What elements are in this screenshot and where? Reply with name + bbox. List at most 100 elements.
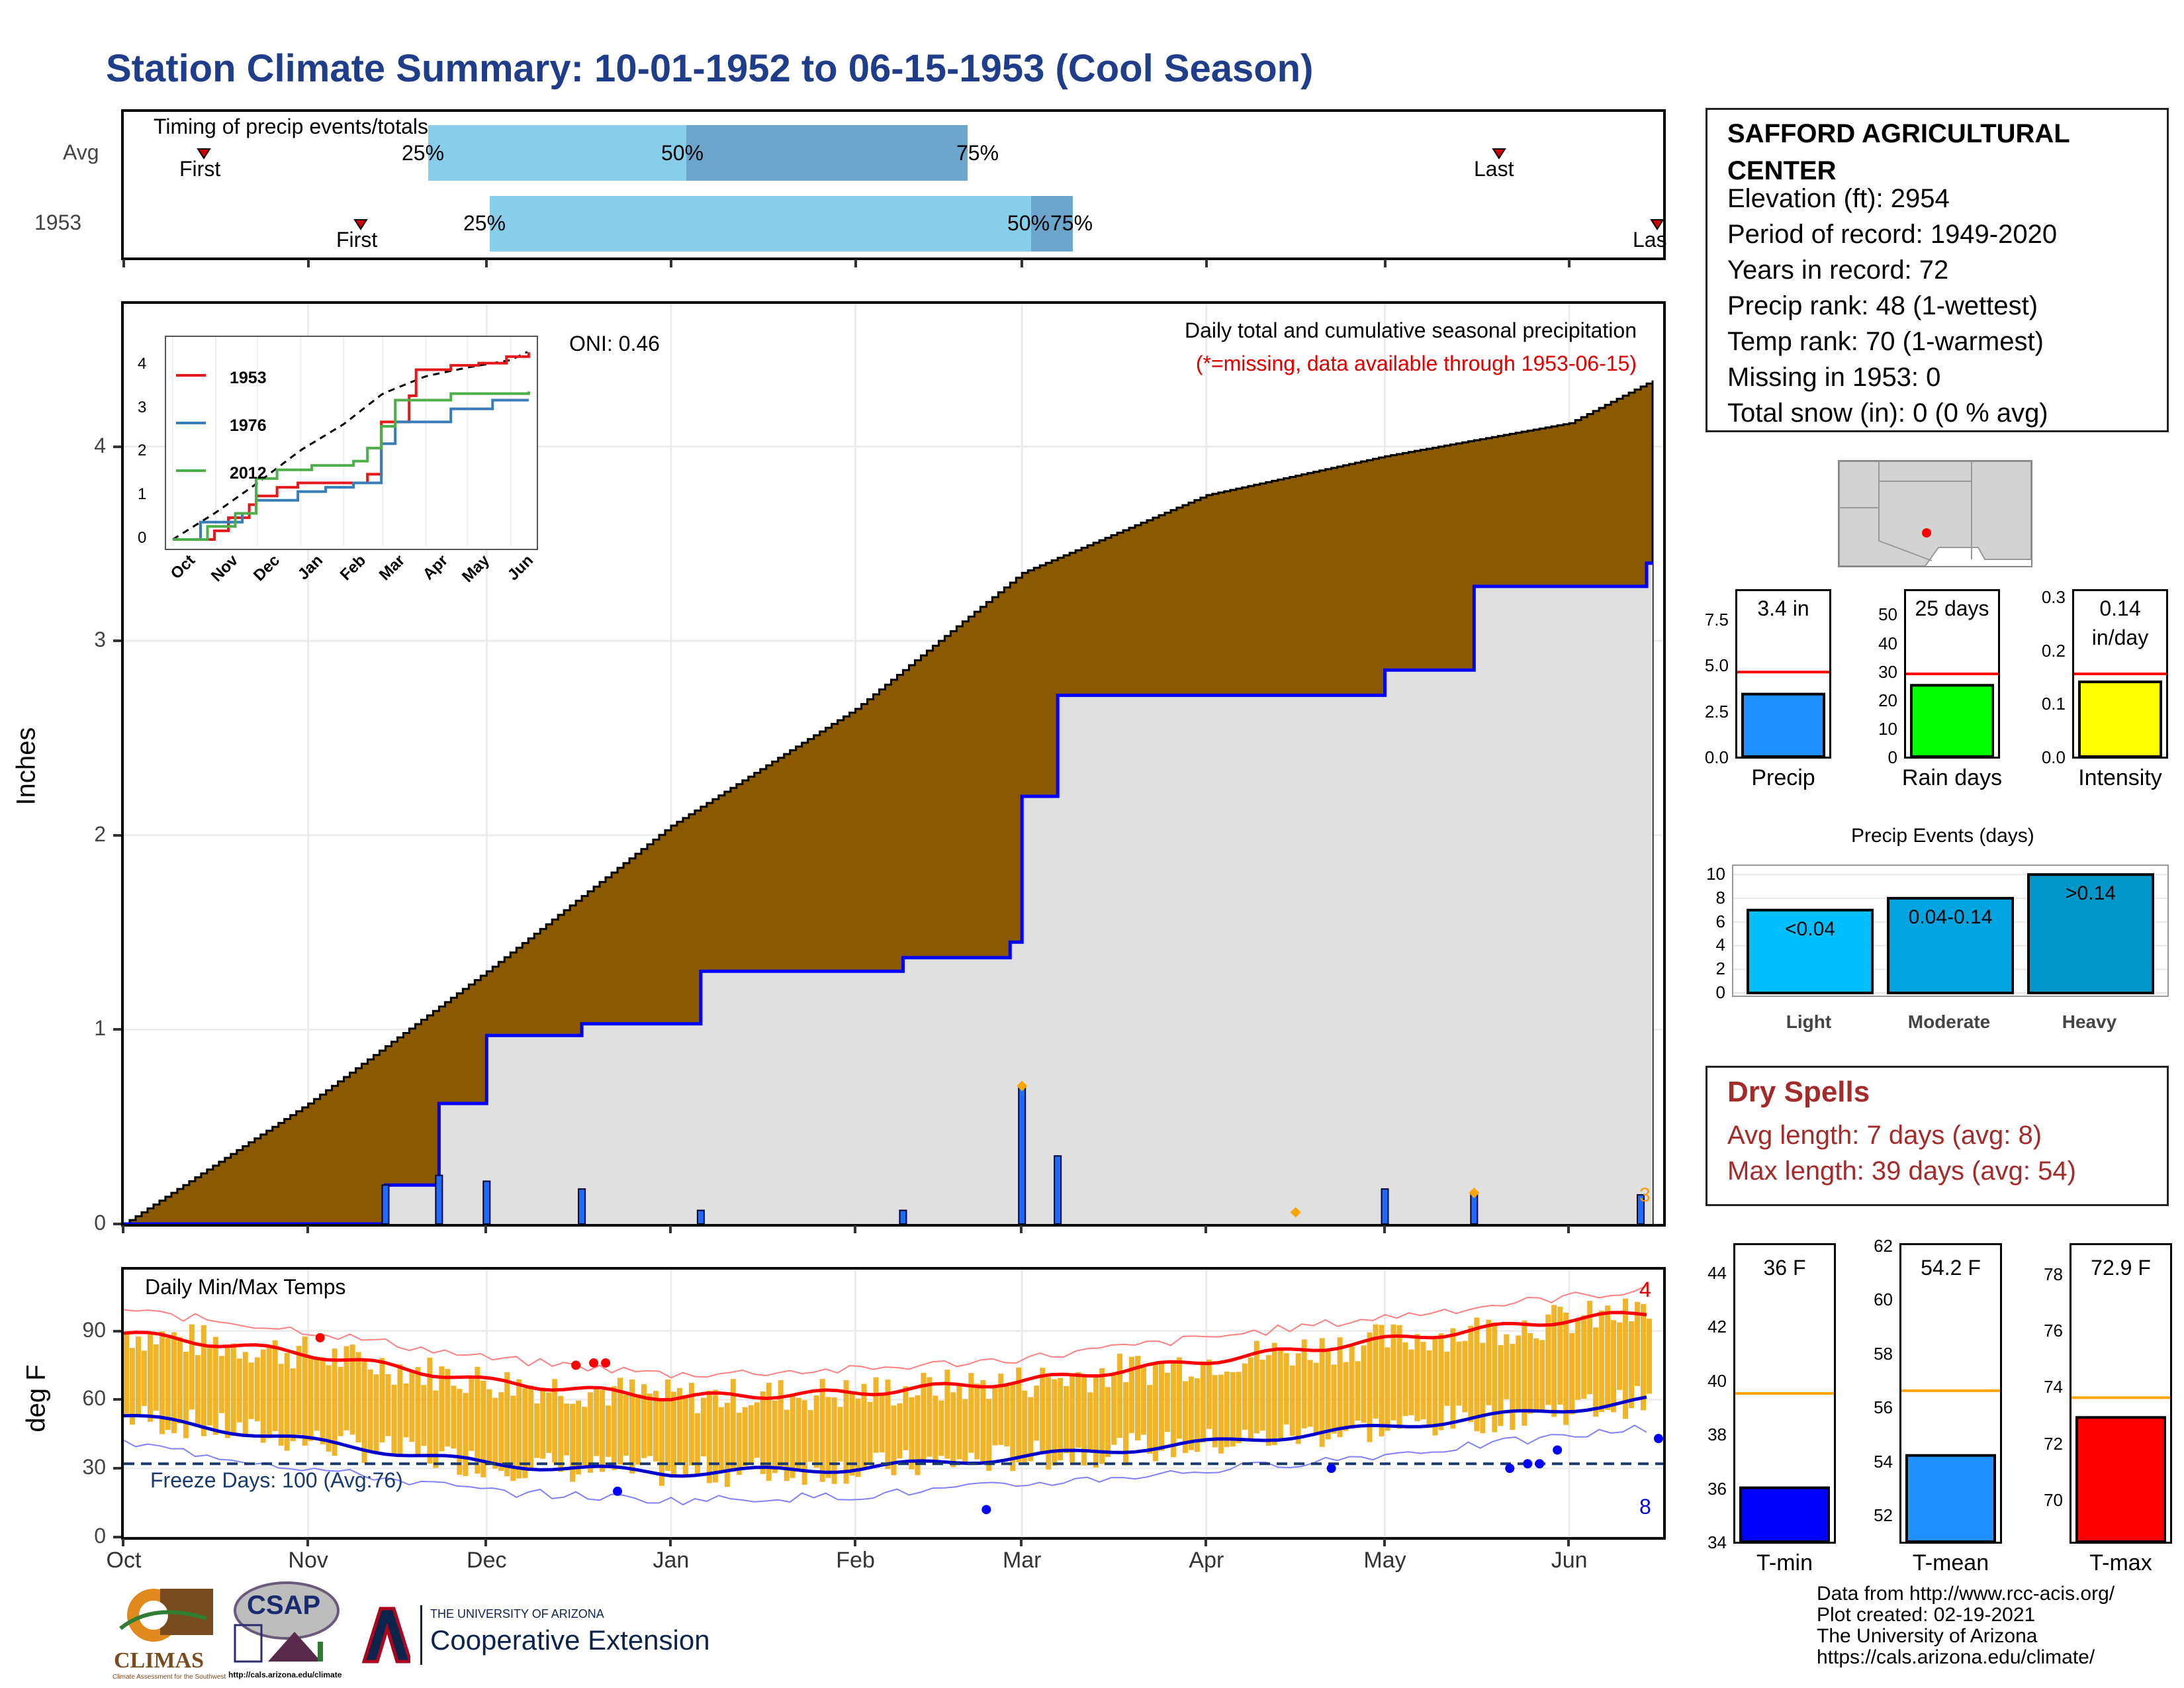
record-low-marker bbox=[1523, 1459, 1533, 1469]
timing-row-label-avg: Avg bbox=[63, 140, 99, 164]
timing-avg-p50: 50% bbox=[661, 141, 704, 165]
daily-temp-bar bbox=[1641, 1303, 1647, 1411]
mini-precip-svg bbox=[2074, 673, 2166, 757]
daily-temp-bar bbox=[921, 1372, 927, 1460]
daily-temp-bar bbox=[629, 1380, 635, 1474]
mini-temp-tick-label: 36 bbox=[1707, 1478, 1727, 1499]
temp-title: Daily Min/Max Temps bbox=[145, 1275, 346, 1299]
events-tick-label: 10 bbox=[1706, 864, 1725, 884]
timing-x-tick bbox=[1205, 259, 1208, 267]
dry-spells-max: Max length: 39 days (avg: 54) bbox=[1727, 1156, 2076, 1186]
main-x-tick bbox=[853, 1225, 856, 1233]
mini-precip-tick-label: 0.3 bbox=[2041, 587, 2066, 608]
daily-temp-bar bbox=[528, 1385, 534, 1469]
daily-temp-bar bbox=[397, 1364, 403, 1454]
daily-temp-bar bbox=[475, 1366, 480, 1474]
daily-temp-bar bbox=[463, 1393, 469, 1476]
temp-x-label: May bbox=[1363, 1548, 1406, 1573]
daily-temp-bar bbox=[1307, 1360, 1313, 1427]
daily-precip-bar bbox=[1054, 1155, 1062, 1224]
temp-x-tick bbox=[1204, 1538, 1207, 1546]
station-missing: Missing in 1953: 0 bbox=[1727, 363, 1941, 392]
main-x-tick bbox=[122, 1225, 124, 1233]
timing-1953-first: First bbox=[336, 228, 378, 252]
footer-url: https://cals.arizona.edu/climate/ bbox=[1817, 1646, 2095, 1668]
daily-temp-bar bbox=[498, 1392, 504, 1472]
daily-temp-bar bbox=[1069, 1373, 1075, 1463]
events-panel: <0.04 0.04-0.14 >0.14 bbox=[1732, 865, 2169, 997]
record-low-marker bbox=[1653, 1434, 1663, 1444]
daily-temp-bar bbox=[927, 1377, 933, 1457]
inset-legend-1953: 1953 bbox=[230, 369, 267, 387]
mini-precip-tick-label: 30 bbox=[1878, 661, 1897, 682]
daily-temp-bar bbox=[1218, 1374, 1224, 1454]
inset-avg-line bbox=[172, 351, 528, 541]
daily-temp-bar bbox=[1444, 1351, 1450, 1406]
daily-temp-bar bbox=[1010, 1384, 1016, 1472]
temp-x-label: Jan bbox=[653, 1548, 690, 1573]
daily-precip-bar bbox=[381, 1184, 390, 1224]
precip-end-annotation: 3 bbox=[1639, 1184, 1651, 1206]
daily-temp-bar bbox=[992, 1387, 998, 1446]
daily-temp-bar bbox=[600, 1389, 606, 1472]
inset-chart bbox=[172, 337, 530, 546]
daily-temp-bar bbox=[1408, 1349, 1414, 1415]
daily-temp-bar bbox=[1504, 1334, 1510, 1399]
events-bar-label: <0.04 bbox=[1785, 917, 1835, 940]
main-x-tick bbox=[1383, 1225, 1386, 1233]
daily-temp-bar bbox=[688, 1383, 694, 1466]
daily-temp-bar bbox=[760, 1391, 766, 1474]
temp-x-label: Dec bbox=[467, 1548, 507, 1573]
arizona-map-icon bbox=[1839, 461, 2032, 567]
daily-temp-bar bbox=[1432, 1338, 1438, 1436]
daily-temp-bar bbox=[682, 1397, 688, 1475]
daily-temp-bar bbox=[355, 1352, 361, 1443]
daily-temp-bar bbox=[171, 1332, 177, 1433]
daily-temp-bar bbox=[1064, 1385, 1069, 1454]
daily-temp-bar bbox=[1087, 1392, 1093, 1453]
daily-temp-bar bbox=[504, 1372, 510, 1477]
daily-temp-bar bbox=[540, 1387, 546, 1459]
daily-temp-bar bbox=[278, 1364, 284, 1446]
daily-temp-bar bbox=[1158, 1361, 1164, 1451]
daily-temp-bar bbox=[1146, 1385, 1152, 1454]
temp-x-tick bbox=[484, 1538, 488, 1546]
station-name: SAFFORD AGRICULTURAL CENTER bbox=[1727, 119, 2070, 185]
record-low-marker bbox=[1505, 1464, 1515, 1474]
daily-precip-bar bbox=[696, 1209, 705, 1224]
daily-temp-bar bbox=[1498, 1344, 1504, 1427]
daily-temp-bar bbox=[1040, 1368, 1046, 1452]
mini-precip-tick-label: 0.1 bbox=[2041, 694, 2066, 714]
mini-temp-tick-label: 44 bbox=[1707, 1262, 1727, 1283]
daily-temp-bar bbox=[956, 1383, 962, 1460]
mini-temp-tick-label: 70 bbox=[2044, 1490, 2063, 1510]
footer-university: The University of Arizona bbox=[1817, 1625, 2038, 1647]
station-elevation: Elevation (ft): 2954 bbox=[1727, 184, 1950, 213]
daily-temp-bar bbox=[1414, 1334, 1420, 1422]
daily-temp-bar bbox=[492, 1397, 498, 1469]
daily-temp-bar bbox=[1111, 1374, 1117, 1445]
daily-temp-bar bbox=[1141, 1365, 1146, 1435]
daily-temp-bar bbox=[147, 1333, 153, 1422]
mini-precip-tick-label: 20 bbox=[1878, 690, 1897, 710]
daily-temp-bar bbox=[421, 1385, 427, 1446]
daily-temp-bar bbox=[617, 1378, 623, 1465]
daily-temp-bar bbox=[1253, 1340, 1259, 1434]
temp-x-label: Apr bbox=[1189, 1548, 1224, 1573]
mini-temp-tick-label: 42 bbox=[1707, 1317, 1727, 1337]
daily-temp-bar bbox=[986, 1399, 992, 1471]
mini-temp-bar bbox=[1905, 1454, 1996, 1542]
daily-temp-bar bbox=[807, 1410, 813, 1462]
daily-temp-bar bbox=[1046, 1377, 1052, 1470]
precip-chart bbox=[124, 304, 1663, 1224]
daily-temp-bar bbox=[1170, 1361, 1176, 1458]
mini-precip-value: 25 days bbox=[1915, 596, 1989, 620]
daily-temp-bar bbox=[1052, 1379, 1058, 1466]
timing-x-tick bbox=[122, 259, 125, 267]
daily-temp-bar bbox=[1533, 1338, 1539, 1413]
main-y-tick bbox=[113, 445, 121, 448]
mini-precip-tick-label: 5.0 bbox=[1704, 655, 1729, 676]
temp-x-tick bbox=[122, 1538, 124, 1546]
main-x-tick bbox=[484, 1225, 488, 1233]
timing-avg-p75: 75% bbox=[956, 141, 999, 165]
